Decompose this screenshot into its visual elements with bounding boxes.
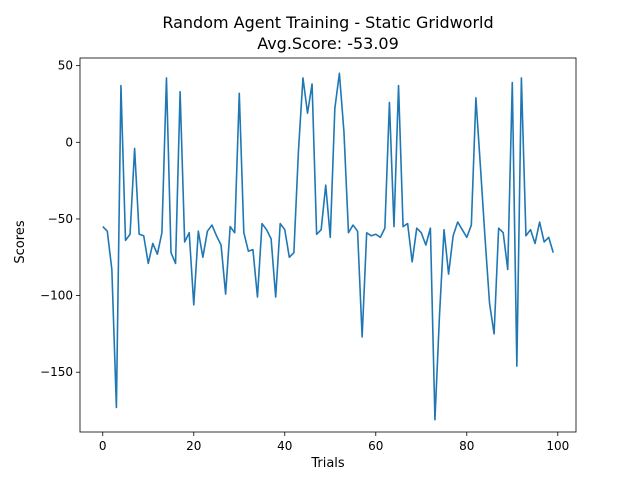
x-tick-label: 60 <box>368 439 383 453</box>
chart-subtitle: Avg.Score: -53.09 <box>257 34 399 53</box>
x-axis-label: Trials <box>310 456 345 471</box>
y-tick-label: 50 <box>58 59 73 73</box>
x-tick-label: 40 <box>277 439 292 453</box>
x-tick-label: 80 <box>459 439 474 453</box>
x-tick-label: 0 <box>99 439 107 453</box>
y-axis-label: Scores <box>13 220 28 263</box>
y-tick-label: 0 <box>65 135 73 149</box>
chart-title: Random Agent Training - Static Gridworld <box>162 13 493 32</box>
y-tick-label: −100 <box>40 289 73 303</box>
plot-area: 0 20 40 60 80 100 50 0 −50 −100 −150 <box>40 57 577 453</box>
series-line <box>102 72 555 421</box>
y-tick-label: −150 <box>40 365 73 379</box>
x-tick-label: 20 <box>186 439 201 453</box>
y-tick-label: −50 <box>48 212 73 226</box>
axes-frame <box>79 57 577 433</box>
x-tick-label: 100 <box>546 439 569 453</box>
